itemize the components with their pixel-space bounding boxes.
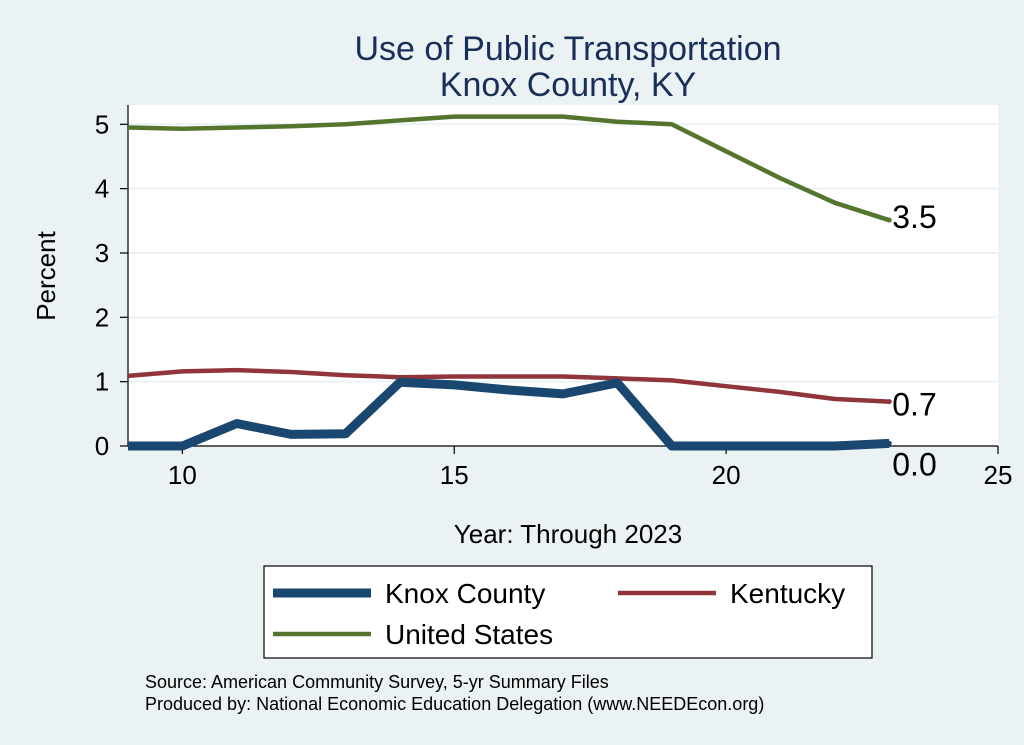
series-line-kentucky <box>127 367 890 404</box>
y-tick-label: 4 <box>95 174 109 204</box>
chart-title: Use of Public Transportation <box>354 30 781 68</box>
x-tick-label: 20 <box>712 460 741 490</box>
series-end-point-kentucky <box>886 399 892 405</box>
y-ticks: 0 1 2 3 4 5 <box>95 109 128 461</box>
y-tick-label: 0 <box>95 431 109 461</box>
y-tick-label: 5 <box>95 109 109 139</box>
legend-label-knox-county: Knox County <box>385 578 545 609</box>
legend: Knox County Kentucky United States <box>263 565 873 659</box>
producer-note: Produced by: National Economic Education… <box>145 694 764 714</box>
end-label-united-states: 3.5 <box>892 199 936 235</box>
series-line-united-states <box>127 114 890 223</box>
x-axis-title: Year: Through 2023 <box>454 519 682 549</box>
series-line-knox-county <box>128 377 890 451</box>
gridlines <box>128 123 998 383</box>
chart-subtitle: Knox County, KY <box>440 66 696 104</box>
series-end-point-united-states <box>886 217 892 223</box>
legend-label-kentucky: Kentucky <box>730 578 845 609</box>
x-ticks: 10 15 20 25 <box>168 446 1013 490</box>
plot-area <box>128 105 998 446</box>
x-tick-label: 10 <box>168 460 197 490</box>
y-tick-label: 2 <box>95 302 109 332</box>
x-tick-label: 15 <box>440 460 469 490</box>
x-tick-label: 25 <box>984 460 1013 490</box>
y-tick-label: 1 <box>95 367 109 397</box>
legend-box <box>263 565 873 659</box>
y-axis-title: Percent <box>31 230 61 320</box>
series-end-point-knox-county <box>886 440 892 446</box>
legend-label-united-states: United States <box>385 619 553 650</box>
series-lines <box>127 114 892 451</box>
end-labels: 0.7 3.5 0.0 <box>892 199 936 482</box>
end-label-kentucky: 0.7 <box>892 387 936 423</box>
end-label-knox-county: 0.0 <box>892 446 936 482</box>
source-note: Source: American Community Survey, 5-yr … <box>145 672 609 692</box>
y-tick-label: 3 <box>95 238 109 268</box>
